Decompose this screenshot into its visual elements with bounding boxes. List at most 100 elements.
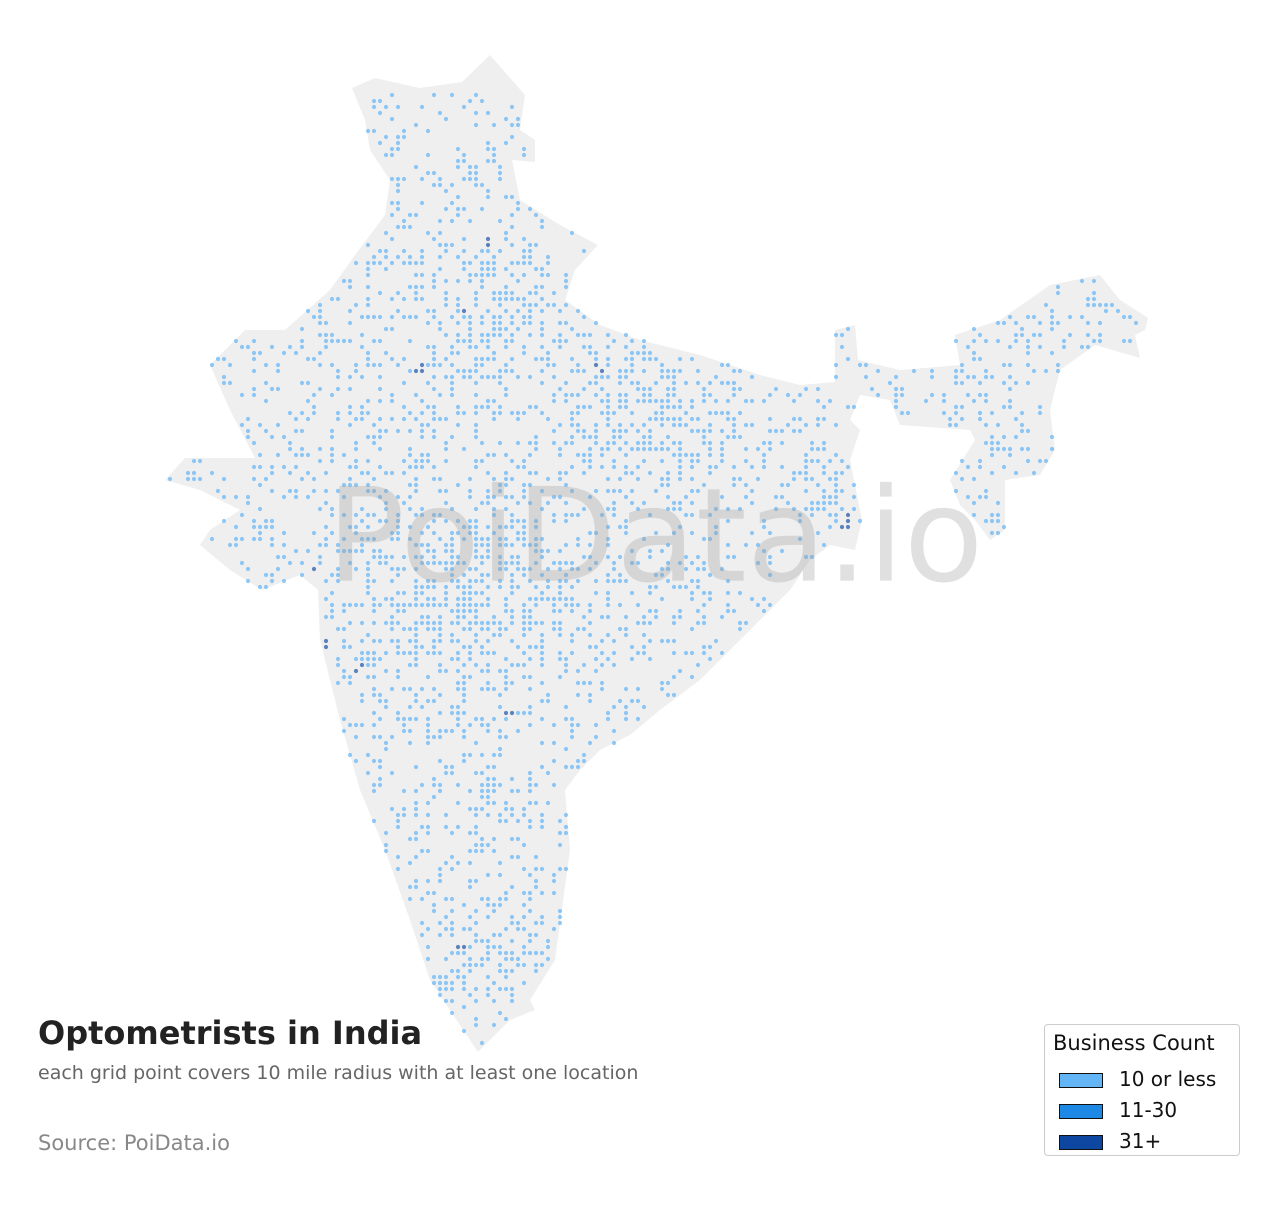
grid-point bbox=[461, 626, 467, 632]
grid-point bbox=[575, 602, 581, 608]
grid-point bbox=[431, 518, 437, 524]
grid-point bbox=[425, 800, 431, 806]
grid-point bbox=[449, 344, 455, 350]
grid-point bbox=[461, 674, 467, 680]
grid-point bbox=[731, 386, 737, 392]
grid-point bbox=[359, 722, 365, 728]
grid-point bbox=[821, 500, 827, 506]
grid-point bbox=[449, 986, 455, 992]
grid-point bbox=[383, 740, 389, 746]
grid-point bbox=[509, 806, 515, 812]
grid-point bbox=[485, 308, 491, 314]
grid-point bbox=[401, 128, 407, 134]
grid-point bbox=[623, 614, 629, 620]
grid-point bbox=[449, 1010, 455, 1016]
grid-point bbox=[527, 374, 533, 380]
grid-point bbox=[803, 386, 809, 392]
grid-point bbox=[395, 644, 401, 650]
grid-point bbox=[497, 320, 503, 326]
grid-point bbox=[461, 584, 467, 590]
grid-point bbox=[365, 356, 371, 362]
grid-point bbox=[677, 368, 683, 374]
grid-point bbox=[521, 542, 527, 548]
grid-point bbox=[395, 566, 401, 572]
grid-point bbox=[743, 422, 749, 428]
grid-point bbox=[629, 548, 635, 554]
grid-point bbox=[497, 374, 503, 380]
grid-point bbox=[341, 278, 347, 284]
grid-point bbox=[815, 500, 821, 506]
grid-point bbox=[605, 362, 611, 368]
grid-point bbox=[677, 398, 683, 404]
grid-point bbox=[665, 404, 671, 410]
grid-point bbox=[563, 866, 569, 872]
grid-point bbox=[1055, 320, 1061, 326]
grid-point bbox=[485, 494, 491, 500]
grid-point bbox=[485, 938, 491, 944]
grid-point bbox=[611, 434, 617, 440]
grid-point bbox=[401, 176, 407, 182]
grid-point bbox=[461, 410, 467, 416]
grid-point bbox=[1001, 380, 1007, 386]
grid-point bbox=[395, 308, 401, 314]
grid-point bbox=[467, 608, 473, 614]
grid-point bbox=[419, 560, 425, 566]
grid-point bbox=[569, 440, 575, 446]
grid-point bbox=[353, 734, 359, 740]
grid-point bbox=[437, 626, 443, 632]
grid-point bbox=[365, 524, 371, 530]
grid-point bbox=[263, 572, 269, 578]
grid-point bbox=[395, 608, 401, 614]
grid-point bbox=[467, 722, 473, 728]
grid-point bbox=[551, 290, 557, 296]
grid-point bbox=[491, 980, 497, 986]
grid-point bbox=[593, 722, 599, 728]
grid-point bbox=[365, 566, 371, 572]
grid-point bbox=[587, 434, 593, 440]
grid-point bbox=[461, 608, 467, 614]
grid-point bbox=[461, 368, 467, 374]
grid-point bbox=[707, 470, 713, 476]
grid-point bbox=[545, 698, 551, 704]
grid-point bbox=[629, 644, 635, 650]
grid-point bbox=[287, 446, 293, 452]
grid-point bbox=[551, 398, 557, 404]
legend-item: 10 or less bbox=[1059, 1067, 1216, 1091]
grid-point bbox=[647, 446, 653, 452]
grid-point bbox=[473, 164, 479, 170]
grid-point bbox=[521, 272, 527, 278]
grid-point bbox=[527, 800, 533, 806]
grid-point bbox=[287, 410, 293, 416]
grid-point bbox=[707, 422, 713, 428]
grid-point bbox=[1091, 302, 1097, 308]
grid-point bbox=[821, 416, 827, 422]
grid-point bbox=[431, 278, 437, 284]
grid-point bbox=[347, 680, 353, 686]
grid-point bbox=[449, 548, 455, 554]
grid-point bbox=[419, 272, 425, 278]
grid-point bbox=[1121, 338, 1127, 344]
grid-point bbox=[959, 476, 965, 482]
grid-point bbox=[503, 326, 509, 332]
grid-point bbox=[509, 194, 515, 200]
grid-point bbox=[443, 374, 449, 380]
grid-point bbox=[467, 374, 473, 380]
grid-point bbox=[443, 914, 449, 920]
grid-point bbox=[707, 590, 713, 596]
grid-point bbox=[749, 464, 755, 470]
grid-point bbox=[311, 488, 317, 494]
grid-point bbox=[671, 440, 677, 446]
grid-point bbox=[509, 956, 515, 962]
grid-point bbox=[371, 638, 377, 644]
grid-point bbox=[551, 362, 557, 368]
grid-point bbox=[599, 398, 605, 404]
grid-point bbox=[785, 500, 791, 506]
grid-point bbox=[779, 464, 785, 470]
grid-point bbox=[701, 620, 707, 626]
grid-point bbox=[521, 614, 527, 620]
grid-point bbox=[485, 548, 491, 554]
grid-point bbox=[299, 326, 305, 332]
grid-point bbox=[581, 758, 587, 764]
grid-point bbox=[689, 356, 695, 362]
grid-point bbox=[395, 176, 401, 182]
